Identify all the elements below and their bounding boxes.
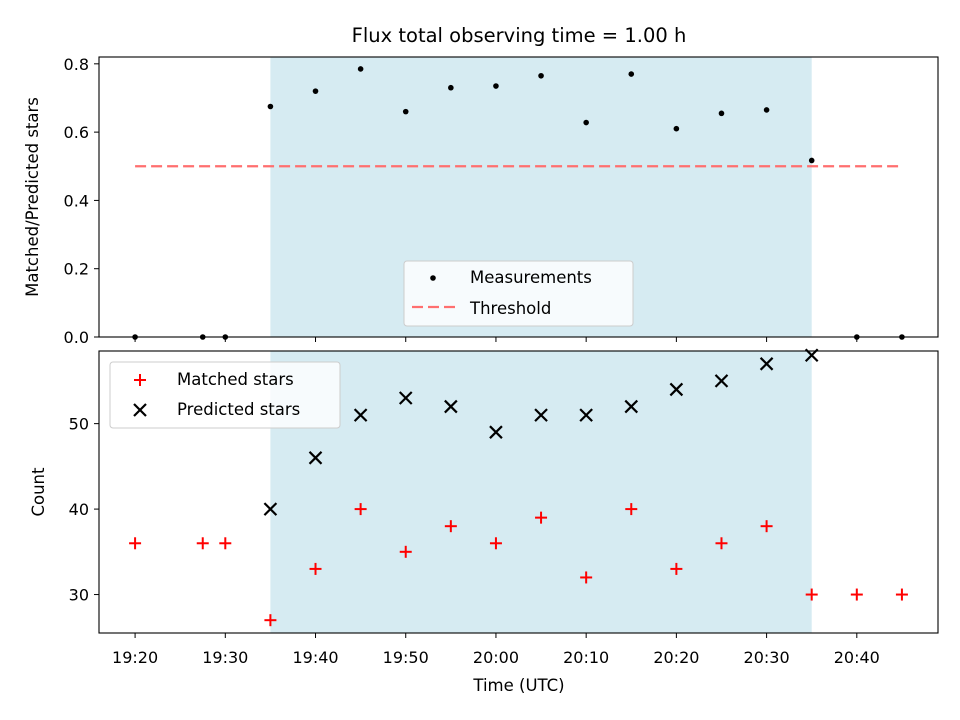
- matched-point: [354, 503, 367, 516]
- predicted-point: [353, 408, 368, 422]
- matched-point: [129, 537, 142, 550]
- legend-matched-marker: [134, 374, 146, 386]
- bottom-panel: 19:20 19:30 19:40 19:50 20:00 20:10 20:20 20:30…: [29, 348, 939, 695]
- top-y-tick-label: 0.6: [64, 123, 89, 142]
- legend-predicted-cross: [133, 403, 147, 417]
- legend-threshold-label: Threshold: [469, 299, 551, 318]
- predicted-point: [398, 391, 413, 405]
- matched-point: [264, 614, 277, 627]
- top-y-axis-label: Matched/Predicted stars: [23, 97, 42, 297]
- x-tick-label: 20:40: [834, 648, 880, 667]
- matched-point: [399, 545, 412, 558]
- matched-point: [219, 537, 232, 550]
- x-axis-label: Time (UTC): [472, 676, 564, 695]
- matched-point: [760, 520, 773, 533]
- predicted-point: [579, 408, 593, 422]
- legend-measurements-label: Measurements: [470, 268, 592, 287]
- predicted-point: [534, 408, 548, 422]
- predicted-point: [669, 382, 684, 397]
- predicted-point: [759, 357, 774, 371]
- measurement-point: [763, 107, 770, 113]
- bottom-legend: Matched stars Predicted stars: [109, 361, 341, 429]
- legend-matched-plus: [134, 374, 146, 386]
- matched-point: [535, 511, 548, 524]
- x-tick-label: 19:30: [202, 648, 248, 667]
- x-tick-label: 20:00: [473, 648, 519, 667]
- bottom-axes-frame: [98, 350, 939, 634]
- matched-point: [580, 571, 593, 584]
- measurement-point: [448, 84, 454, 91]
- matched-point: [670, 562, 683, 575]
- matched-point: [850, 588, 863, 601]
- x-tick-label: 20:30: [744, 648, 790, 667]
- top-legend: Measurements Threshold: [403, 260, 634, 327]
- x-tick-label: 19:50: [383, 648, 429, 667]
- matched-point: [309, 562, 322, 575]
- x-tick-label: 19:40: [292, 648, 338, 667]
- measurement-point: [673, 125, 680, 132]
- bottom-y-tick-label: 30: [69, 586, 89, 605]
- chart-title: Flux total observing time = 1.00 h: [352, 24, 687, 47]
- measurement-point: [718, 110, 725, 117]
- matched-point: [444, 520, 457, 533]
- predicted-point: [263, 502, 278, 516]
- measurement-point: [312, 88, 319, 94]
- bottom-y-tick-label: 40: [69, 500, 89, 519]
- measurement-point: [357, 66, 364, 72]
- top-y-tick-label: 0.2: [64, 260, 89, 279]
- measurement-point: [402, 108, 409, 115]
- legend-predicted-label: Predicted stars: [177, 400, 300, 419]
- bottom-y-axis-label: Count: [29, 467, 48, 517]
- top-y-tick-label: 0.4: [64, 191, 89, 210]
- legend-measurements-marker: [430, 275, 436, 281]
- predicted-point: [714, 374, 729, 388]
- measurement-point: [583, 119, 589, 126]
- top-axes-frame: [98, 56, 939, 338]
- matched-point: [625, 503, 638, 516]
- predicted-point: [489, 425, 503, 439]
- top-panel: 0.00.20.40.60.8 Matched/Predicted stars …: [23, 55, 939, 347]
- x-tick-label: 20:10: [563, 648, 609, 667]
- matched-point: [715, 537, 728, 550]
- bottom-y-tick-label: 50: [69, 415, 89, 434]
- measurement-point: [493, 83, 499, 89]
- x-tick-label: 20:20: [653, 648, 699, 667]
- measurement-point: [538, 72, 544, 79]
- top-y-tick-label: 0.0: [64, 328, 89, 347]
- top-y-tick-label: 0.8: [64, 55, 89, 74]
- matched-point: [196, 537, 209, 550]
- matched-point: [805, 588, 818, 601]
- predicted-point: [308, 451, 323, 465]
- predicted-point: [444, 399, 458, 414]
- x-tick-label: 19:20: [112, 648, 158, 667]
- measurement-point: [808, 157, 815, 164]
- legend-predicted-marker: [133, 403, 147, 417]
- matched-point: [489, 537, 502, 550]
- bottom-observing-window: [270, 351, 812, 633]
- predicted-point: [624, 399, 639, 414]
- measurement-point: [628, 71, 635, 77]
- legend-matched-label: Matched stars: [177, 370, 294, 389]
- measurement-point: [267, 103, 274, 110]
- matched-point: [895, 588, 908, 601]
